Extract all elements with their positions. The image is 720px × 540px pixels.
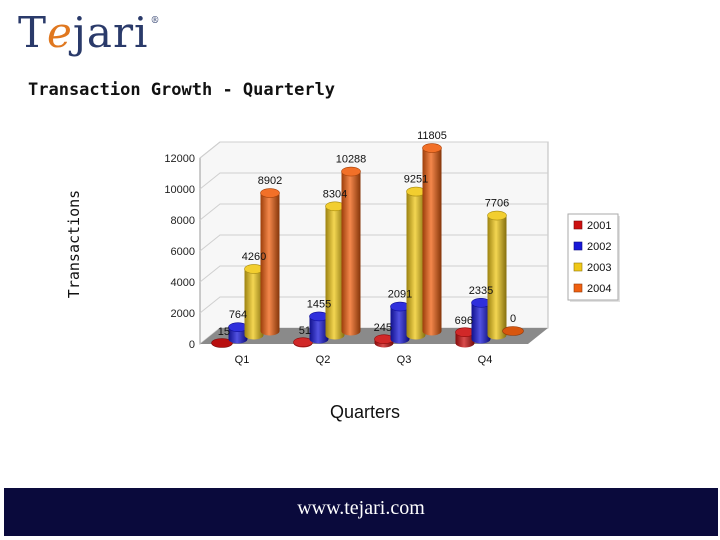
legend-swatch	[573, 220, 583, 230]
bar-Q2-2004	[341, 166, 361, 336]
bar-Q3-2001	[374, 334, 394, 348]
legend-label: 2001	[587, 220, 611, 232]
data-label: 8902	[258, 175, 282, 187]
legend-label: 2003	[587, 262, 611, 274]
data-label: 15	[218, 326, 230, 338]
data-label: 764	[229, 309, 247, 321]
data-label: 2335	[469, 285, 493, 297]
y-tick-label: 2000	[171, 308, 195, 320]
legend-swatch	[573, 283, 583, 293]
bar-Q2-2002	[309, 311, 329, 344]
data-label: 696	[455, 315, 473, 327]
x-tick-label: Q1	[235, 354, 250, 366]
y-tick-label: 10000	[164, 184, 195, 196]
data-label: 4260	[242, 251, 266, 263]
bar-Q4-2002	[471, 298, 491, 344]
x-axis-label: Quarters	[329, 402, 401, 422]
data-label: 10288	[336, 154, 367, 166]
data-label: 11805	[417, 130, 447, 142]
legend-label: 2002	[587, 241, 611, 253]
data-label: 9251	[404, 174, 428, 186]
footer-bar: www.tejari.com	[4, 488, 718, 536]
bar-Q4-2003	[487, 210, 507, 340]
y-tick-label: 12000	[164, 153, 195, 165]
y-axis-label: Transactions	[65, 189, 83, 299]
bar-Q2-2003	[325, 201, 345, 340]
y-tick-label: 6000	[171, 246, 195, 258]
y-tick-label: 4000	[171, 277, 195, 289]
legend-label: 2004	[587, 283, 611, 295]
data-label: 2091	[388, 289, 412, 301]
legend-swatch	[573, 262, 583, 272]
x-tick-label: Q4	[478, 354, 493, 366]
chart-title: Transaction Growth - Quarterly	[28, 80, 336, 100]
data-label: 245	[374, 322, 392, 334]
data-label: 0	[510, 313, 516, 325]
bar-Q2-2001	[293, 337, 313, 348]
bar-Q3-2004	[422, 143, 442, 336]
data-label: 7706	[485, 198, 509, 210]
data-label: 1455	[307, 298, 331, 310]
tejari-logo: Tejari ®	[18, 8, 161, 57]
bar-Q1-2001	[211, 338, 233, 348]
x-tick-label: Q2	[316, 354, 331, 366]
data-label: 51	[299, 325, 311, 337]
x-tick-label: Q3	[397, 354, 412, 366]
footer-url: www.tejari.com	[297, 497, 425, 519]
gridline	[199, 141, 548, 159]
bar-Q3-2002	[390, 301, 410, 344]
bar-Q1-2004	[260, 188, 280, 336]
legend-swatch	[573, 241, 583, 251]
bar-Q1-2003	[244, 264, 264, 340]
y-tick-label: 0	[189, 339, 195, 351]
data-label: 8304	[323, 188, 347, 200]
y-tick-label: 8000	[171, 215, 195, 227]
bar-Q4-2004	[502, 326, 524, 336]
bar-Q3-2003	[406, 186, 426, 340]
